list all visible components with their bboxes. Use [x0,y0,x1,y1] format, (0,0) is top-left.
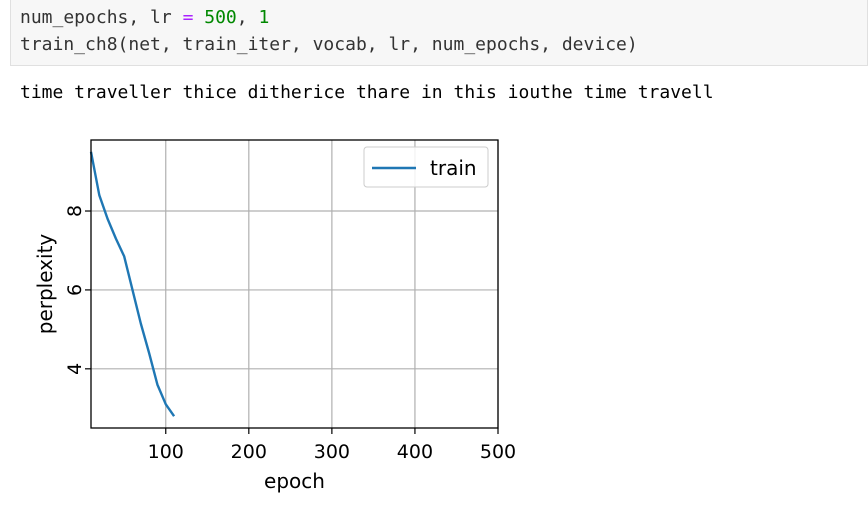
x-tick-label: 400 [397,441,433,463]
x-tick-label: 500 [480,441,516,463]
y-tick-label: 4 [64,363,86,375]
code-cell[interactable]: num_epochs, lr = 500, 1 train_ch8(net, t… [10,0,868,66]
code-line-2[interactable]: train_ch8(net, train_iter, vocab, lr, nu… [20,34,638,55]
chart-legend: train [363,146,489,188]
y-tick-label: 8 [64,205,86,217]
code-line-1[interactable]: num_epochs, lr = 500, 1 [20,5,269,31]
code-token-operator: = [182,7,194,28]
code-token-number: 1 [258,7,270,28]
x-tick-label: 100 [148,441,184,463]
code-token-number: 500 [204,7,237,28]
x-axis-ticks: 100 200 300 400 500 [148,428,516,463]
y-axis-ticks: 4 6 8 [64,205,91,375]
chart-axes-frame [90,139,499,429]
code-token-assign-target: num_epochs, lr [20,7,183,28]
x-axis-label: epoch [264,469,325,493]
series-line-train [89,151,176,417]
x-tick-label: 200 [231,441,267,463]
y-tick-label: 6 [64,284,86,296]
y-axis-label: perplexity [33,234,57,335]
code-token-separator: , [236,7,259,28]
legend-box [363,146,489,188]
x-tick-label: 300 [314,441,350,463]
legend-label-train: train [430,156,477,180]
output-text: time traveller thice ditherice thare in … [20,82,714,103]
